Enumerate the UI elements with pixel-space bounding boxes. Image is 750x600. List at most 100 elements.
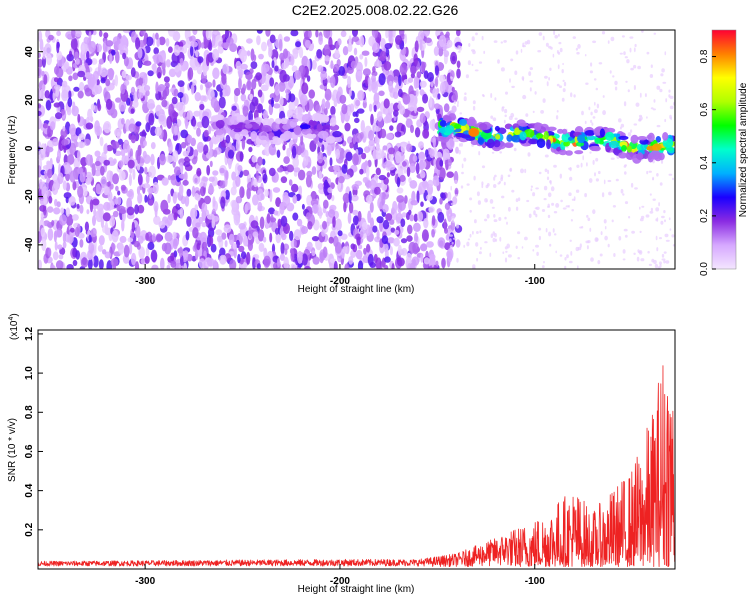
heatmap-cell [345, 151, 353, 162]
heatmap-cell [38, 52, 41, 58]
heatmap-cell [493, 176, 496, 181]
heatmap-cell [419, 80, 427, 88]
heatmap-cell [182, 179, 189, 186]
heatmap-cell [414, 40, 419, 53]
heatmap-cell [386, 172, 390, 178]
heatmap-cell [88, 30, 92, 42]
heatmap-cell [383, 243, 389, 253]
heatmap-cell [648, 170, 652, 173]
heatmap-cell [442, 148, 450, 160]
heatmap-cell [196, 127, 201, 137]
y-tick-label: 0.4 [24, 483, 35, 497]
heatmap-cell [117, 197, 122, 205]
heatmap-cell [536, 133, 544, 139]
heatmap-cell [80, 257, 89, 268]
heatmap-cell [592, 209, 596, 215]
heatmap-cell [354, 132, 363, 143]
heatmap-cell [474, 219, 477, 224]
heatmap-cell [292, 156, 300, 168]
heatmap-cell [306, 212, 311, 220]
heatmap-cell [513, 147, 517, 152]
heatmap-cell [193, 110, 201, 117]
heatmap-cell [517, 197, 521, 202]
heatmap-cell [510, 58, 514, 62]
heatmap-cell [212, 67, 220, 80]
heatmap-cell [529, 87, 532, 92]
heatmap-cell [582, 155, 584, 161]
heatmap-cell [311, 166, 317, 175]
heatmap-cell [167, 174, 172, 181]
heatmap-cell [298, 185, 303, 196]
heatmap-cell [521, 246, 524, 249]
heatmap-cell [514, 70, 518, 76]
snr-panel: -300 -200 -100 0.2 0.4 0.6 0.8 1.0 1.2 Height o… [7, 313, 676, 595]
spectrogram-x-label: Height of straight line (km) [298, 284, 415, 295]
heatmap-cell [369, 262, 377, 268]
heatmap-cell [432, 134, 436, 148]
heatmap-cell [210, 243, 217, 253]
heatmap-cell [228, 233, 235, 246]
heatmap-cell [44, 172, 48, 179]
colorbar-label: Normalized spectral amplitude [738, 82, 749, 217]
heatmap-cell [61, 139, 69, 146]
heatmap-cell [589, 145, 601, 151]
heatmap-cell [150, 153, 155, 166]
heatmap-cell [242, 169, 250, 177]
heatmap-cell [77, 150, 81, 162]
heatmap-cell [490, 115, 494, 119]
heatmap-cell [575, 47, 579, 51]
heatmap-cell [95, 183, 102, 194]
heatmap-cell [129, 242, 133, 255]
heatmap-cell [376, 111, 383, 122]
heatmap-cell [489, 252, 492, 257]
heatmap-cell [120, 35, 128, 47]
heatmap-cell [447, 158, 452, 167]
heatmap-cell [392, 30, 396, 38]
heatmap-cell [389, 219, 395, 225]
heatmap-cell [349, 103, 355, 113]
heatmap-cell [480, 246, 482, 250]
heatmap-cell [376, 216, 384, 224]
heatmap-cell [357, 210, 362, 222]
heatmap-cell [367, 83, 373, 92]
heatmap-cell [151, 264, 159, 269]
heatmap-cell [342, 246, 348, 254]
heatmap-cell [367, 210, 372, 224]
heatmap-cell [274, 227, 280, 235]
heatmap-cell [383, 160, 392, 168]
heatmap-cell [156, 37, 161, 47]
heatmap-cell [263, 255, 271, 267]
heatmap-cell [265, 30, 271, 37]
heatmap-cell [168, 141, 173, 154]
heatmap-cell [515, 198, 519, 203]
heatmap-cell [234, 87, 241, 97]
heatmap-cell [279, 253, 285, 261]
heatmap-cell [445, 31, 450, 38]
heatmap-cell [98, 58, 104, 65]
heatmap-cell [145, 173, 150, 184]
y-tick-label: -20 [24, 189, 35, 204]
heatmap-cell [634, 187, 638, 190]
heatmap-cell [614, 80, 618, 86]
heatmap-cell [509, 167, 513, 172]
heatmap-cell [655, 136, 661, 143]
heatmap-cell [102, 249, 107, 255]
y-tick-label: -40 [24, 237, 35, 252]
heatmap-cell [450, 220, 455, 231]
heatmap-cell [629, 47, 632, 53]
heatmap-cell [105, 40, 114, 47]
heatmap-cell [627, 132, 632, 137]
heatmap-cell [117, 242, 125, 255]
heatmap-cell [66, 154, 75, 165]
heatmap-cell [242, 83, 247, 93]
heatmap-cell [359, 231, 364, 238]
snr-y-label: SNR (10 * v/v) [7, 418, 18, 482]
heatmap-cell [454, 194, 459, 197]
heatmap-cell [137, 204, 145, 214]
heatmap-cell [544, 75, 548, 79]
heatmap-cell [165, 59, 171, 68]
heatmap-cell [134, 204, 140, 215]
heatmap-cell [246, 38, 253, 44]
heatmap-cell [613, 253, 616, 257]
